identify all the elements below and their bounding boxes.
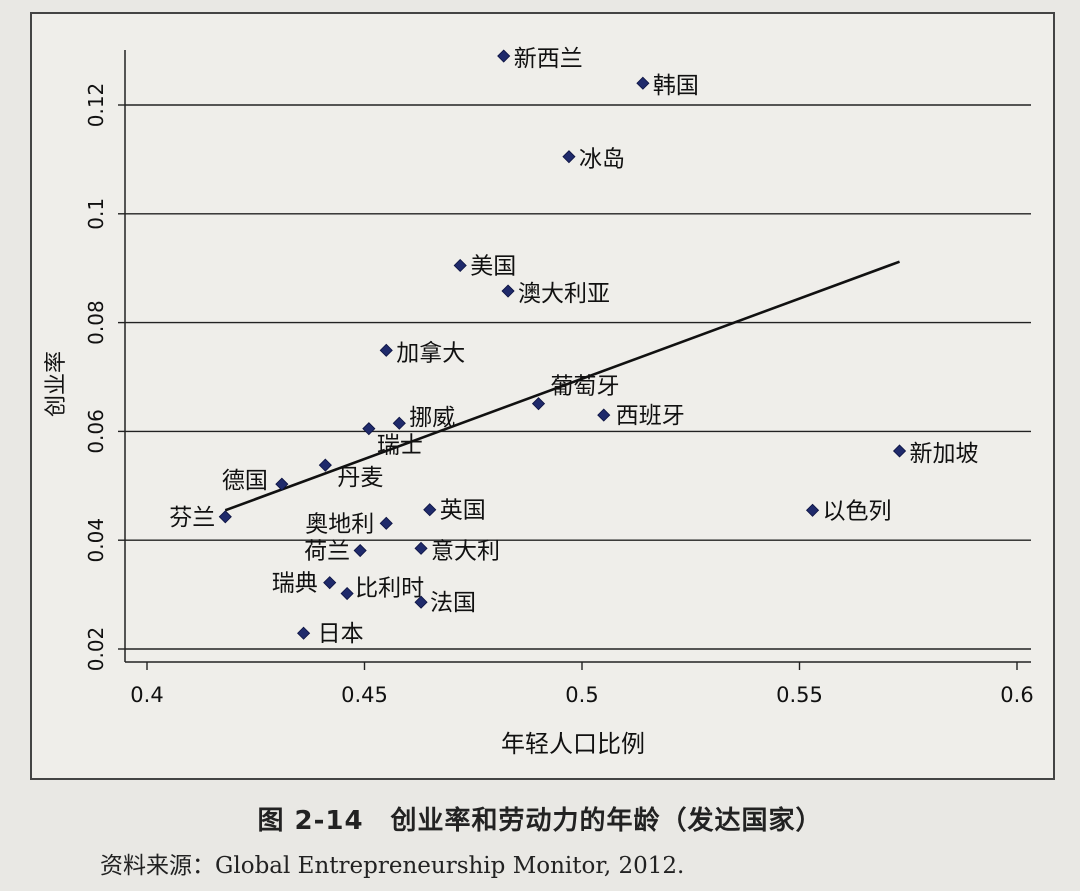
data-point — [501, 284, 515, 298]
x-tick-label: 0.5 — [565, 683, 598, 707]
x-axis-label: 年轻人口比例 — [501, 730, 645, 758]
data-point — [379, 516, 393, 530]
point-label: 英国 — [440, 498, 486, 524]
data-point — [597, 408, 611, 422]
y-tick-label: 0.06 — [84, 409, 108, 454]
point-label: 意大利 — [431, 538, 500, 564]
x-tick-label: 0.55 — [776, 683, 823, 707]
point-label: 瑞士 — [377, 433, 423, 459]
y-tick-label: 0.04 — [84, 518, 108, 563]
scatter-chart: 0.02 0.04 0.06 0.08 0.1 0.12 0.4 0.45 0.5 0.55 0.6… — [44, 46, 1034, 758]
point-label: 芬兰 — [169, 505, 215, 531]
chart-frame: 0.02 0.04 0.06 0.08 0.1 0.12 0.4 0.45 0.5 0.55 0.6… — [30, 12, 1055, 780]
data-point — [323, 576, 337, 590]
y-tick-label: 0.08 — [84, 300, 108, 345]
data-point — [318, 458, 332, 472]
data-point — [805, 503, 820, 517]
data-point — [892, 444, 907, 458]
data-point — [497, 49, 511, 63]
x-tick-label: 0.45 — [341, 683, 388, 707]
data-point — [218, 510, 232, 524]
point-label: 日本 — [318, 621, 364, 647]
point-label: 新西兰 — [514, 46, 583, 72]
source-note: 资料来源：Global Entrepreneurship Monitor, 20… — [100, 853, 685, 879]
data-point — [353, 543, 367, 558]
y-tick-label: 0.12 — [84, 83, 108, 128]
point-label: 葡萄牙 — [551, 374, 620, 400]
data-point — [297, 626, 311, 640]
point-label: 西班牙 — [616, 403, 685, 429]
data-point — [362, 422, 376, 436]
data-point — [636, 76, 650, 90]
data-point — [340, 586, 354, 601]
x-tick-label: 0.6 — [1000, 683, 1033, 707]
data-point — [453, 258, 467, 273]
point-label: 瑞典 — [272, 571, 318, 597]
point-label: 比利时 — [355, 576, 424, 602]
point-label: 丹麦 — [337, 465, 383, 491]
data-point — [275, 477, 289, 491]
point-label: 德国 — [222, 468, 268, 494]
data-point — [392, 416, 406, 430]
data-point — [423, 503, 437, 517]
trend-line — [224, 260, 900, 512]
point-label: 奥地利 — [305, 511, 374, 537]
y-axis-label: 创业率 — [44, 351, 69, 417]
point-label: 加拿大 — [396, 339, 465, 366]
y-tick-label: 0.02 — [84, 627, 108, 672]
point-label: 新加坡 — [910, 441, 979, 467]
point-label: 挪威 — [409, 405, 455, 431]
data-point — [414, 541, 428, 555]
point-label: 冰岛 — [579, 147, 625, 173]
data-point — [531, 397, 546, 411]
point-label: 韩国 — [653, 73, 699, 99]
point-label: 以色列 — [823, 498, 892, 524]
point-label: 美国 — [470, 253, 516, 279]
data-point — [379, 343, 393, 357]
figure-caption: 图 2-14 创业率和劳动力的年龄（发达国家） — [257, 806, 823, 836]
y-tick-label: 0.1 — [84, 198, 108, 230]
point-label: 法国 — [430, 590, 476, 616]
data-point — [562, 150, 576, 164]
point-label: 澳大利亚 — [518, 281, 610, 307]
x-tick-label: 0.4 — [130, 683, 163, 707]
data-point — [414, 595, 428, 609]
point-label: 荷兰 — [304, 539, 350, 565]
